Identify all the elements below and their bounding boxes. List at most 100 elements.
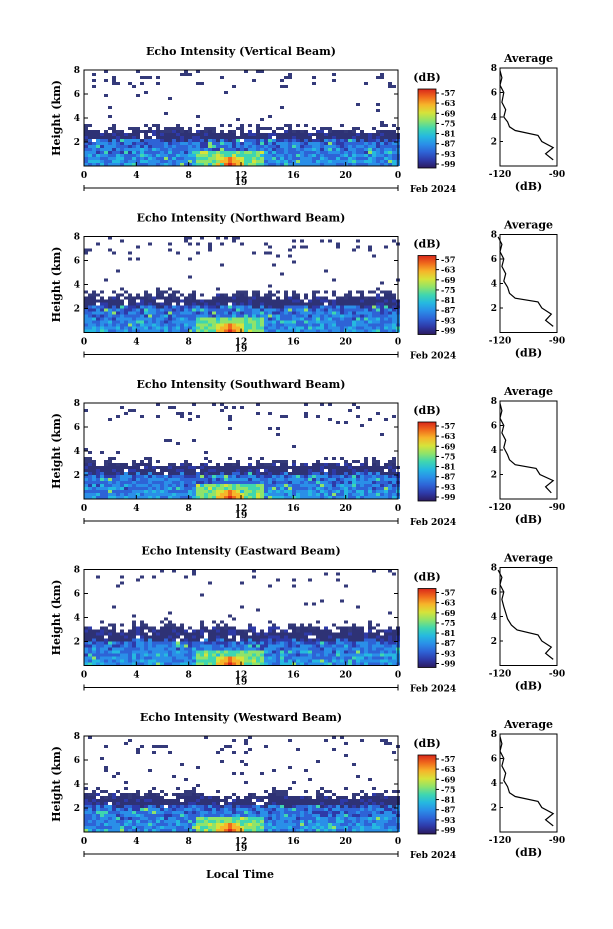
heatmap-cell (356, 290, 360, 294)
heatmap-cell (320, 142, 324, 145)
heatmap-cell (240, 478, 244, 481)
heatmap-cell (152, 130, 156, 133)
heatmap-cell (388, 463, 392, 466)
heatmap-cell (144, 91, 148, 94)
heatmap-cell (336, 296, 340, 300)
heatmap-cell (288, 481, 292, 484)
heatmap-cell (236, 148, 240, 151)
heatmap-cell (252, 632, 256, 636)
heatmap-cell (376, 629, 380, 633)
heatmap-cell (208, 811, 212, 814)
heatmap-cell (252, 317, 256, 321)
heatmap-cell (184, 638, 188, 642)
heatmap-cell (172, 469, 176, 472)
heatmap-cell (240, 653, 244, 657)
heatmap-cell (232, 638, 236, 642)
heatmap-cell (288, 154, 292, 157)
heatmap-cell (128, 323, 132, 327)
heatmap-cell (156, 160, 160, 163)
heatmap-cell (176, 290, 180, 294)
heatmap-cell (112, 656, 116, 660)
heatmap-cell (364, 469, 368, 472)
heatmap-cell (120, 163, 124, 166)
heatmap-cell (292, 445, 296, 448)
heatmap-cell (224, 466, 228, 469)
heatmap-cell (112, 290, 116, 294)
heatmap-cell (380, 145, 384, 148)
heatmap-cell (160, 644, 164, 648)
heatmap-cell (268, 644, 272, 648)
heatmap-cell (144, 808, 148, 811)
heatmap-cell (232, 817, 236, 820)
heatmap-cell (184, 808, 188, 811)
heatmap-cell (168, 142, 172, 145)
heatmap-cell (204, 808, 208, 811)
heatmap-cell (256, 145, 260, 148)
heatmap-cell (240, 469, 244, 472)
heatmap-cell (336, 641, 340, 645)
heatmap-cell (208, 329, 212, 333)
heatmap-cell (276, 308, 280, 312)
heatmap-cell (144, 463, 148, 466)
heatmap-cell (248, 160, 252, 163)
heatmap-cell (172, 472, 176, 475)
y-tick-label: 8 (74, 399, 80, 409)
heatmap-cell (232, 296, 236, 300)
heatmap-cell (228, 326, 232, 330)
heatmap-cell (200, 323, 204, 327)
heatmap-cell (376, 466, 380, 469)
heatmap-cell (224, 133, 228, 136)
heatmap-cell (284, 320, 288, 324)
heatmap-cell (296, 311, 300, 315)
heatmap-cell (116, 317, 120, 321)
heatmap-cell (88, 157, 92, 160)
heatmap-cell (236, 326, 240, 330)
heatmap-cell (168, 406, 172, 409)
heatmap-cell (312, 290, 316, 294)
heatmap-cell (292, 145, 296, 148)
heatmap-cell (156, 656, 160, 660)
heatmap-cell (136, 314, 140, 318)
heatmap-cell (280, 629, 284, 633)
heatmap-cell (160, 635, 164, 639)
heatmap-cell (100, 629, 104, 633)
heatmap-cell (348, 632, 352, 636)
heatmap-cell (164, 326, 168, 330)
heatmap-cell (84, 662, 88, 666)
heatmap-cell (164, 151, 168, 154)
heatmap-cell (304, 154, 308, 157)
heatmap-cell (260, 647, 264, 651)
heatmap-cell (212, 403, 216, 406)
heatmap-cell (236, 469, 240, 472)
heatmap-cell (248, 493, 252, 496)
heatmap-cell (284, 662, 288, 666)
heatmap-cell (264, 242, 268, 246)
heatmap-cell (264, 154, 268, 157)
heatmap-cell (300, 139, 304, 142)
heatmap-cell (148, 136, 152, 139)
heatmap-cell (280, 148, 284, 151)
heatmap-cell (356, 151, 360, 154)
heatmap-cell (372, 254, 376, 258)
heatmap-cell (256, 302, 260, 306)
heatmap-cell (156, 130, 160, 133)
heatmap-cell (188, 139, 192, 142)
heatmap-cell (308, 469, 312, 472)
heatmap-cell (168, 475, 172, 478)
heatmap-cell (324, 475, 328, 478)
heatmap-cell (140, 644, 144, 648)
heatmap-cell (232, 644, 236, 648)
heatmap-cell (216, 296, 220, 300)
x-tick-label: 0 (81, 338, 87, 348)
heatmap-cell (264, 323, 268, 327)
heatmap-cell (188, 299, 192, 303)
heatmap-cell (200, 293, 204, 297)
heatmap-cell (100, 145, 104, 148)
y-tick-label: 6 (74, 423, 80, 433)
heatmap-cell (280, 635, 284, 639)
heatmap-cell (176, 154, 180, 157)
heatmap-cell (300, 484, 304, 487)
heatmap-cell (104, 823, 108, 826)
heatmap-cell (232, 85, 236, 88)
heatmap-cell (240, 466, 244, 469)
